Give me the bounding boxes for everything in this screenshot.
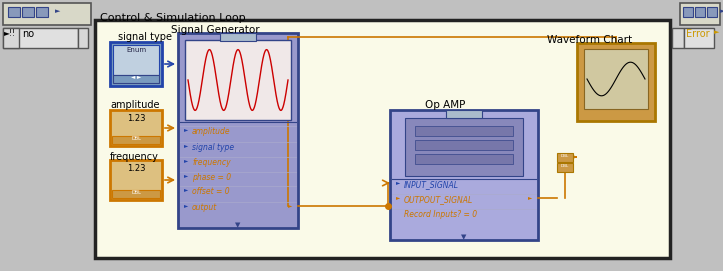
Text: ►: ► — [184, 203, 188, 208]
Text: Record Inputs? = 0: Record Inputs? = 0 — [404, 210, 477, 219]
Bar — [584, 49, 648, 109]
Text: amplitude: amplitude — [110, 100, 160, 110]
Text: Waveform Chart: Waveform Chart — [547, 35, 633, 45]
Text: ►: ► — [528, 195, 532, 200]
Bar — [557, 163, 573, 172]
Bar — [95, 20, 670, 258]
Bar — [405, 118, 523, 176]
Text: Op AMP: Op AMP — [425, 100, 465, 110]
Text: ►: ► — [288, 203, 292, 208]
Bar — [3, 28, 19, 48]
Text: 1.23: 1.23 — [127, 114, 145, 123]
Text: phase = 0: phase = 0 — [192, 173, 231, 182]
Bar — [113, 75, 159, 83]
Text: ►: ► — [184, 158, 188, 163]
Bar — [672, 28, 684, 48]
Text: DBL: DBL — [131, 136, 141, 141]
Bar — [415, 154, 513, 164]
Bar — [695, 7, 705, 17]
Bar — [3, 28, 78, 48]
Text: ▼: ▼ — [461, 234, 466, 240]
Text: ►: ► — [184, 173, 188, 178]
Text: frequency: frequency — [110, 152, 159, 162]
Bar — [178, 33, 298, 228]
Bar — [110, 160, 162, 200]
Text: ◄ ►: ◄ ► — [131, 75, 141, 80]
Text: 1.23: 1.23 — [127, 164, 145, 173]
Bar — [110, 110, 162, 146]
Text: ▼: ▼ — [235, 222, 241, 228]
Text: ►: ► — [184, 187, 188, 192]
Text: DBL: DBL — [131, 190, 141, 195]
Text: ►: ► — [184, 127, 188, 132]
Bar — [220, 33, 256, 41]
Text: Control & Simulation Loop: Control & Simulation Loop — [100, 13, 246, 23]
Text: ►: ► — [55, 8, 61, 14]
Bar — [390, 110, 538, 240]
Bar — [707, 7, 717, 17]
Text: output: output — [192, 203, 217, 212]
Bar — [112, 190, 160, 198]
Bar — [3, 3, 91, 25]
Bar — [446, 110, 482, 118]
Text: ►: ► — [396, 195, 401, 200]
Text: ►: ► — [184, 143, 188, 148]
Bar — [557, 153, 573, 162]
Text: ►: ► — [720, 8, 723, 14]
Text: offset = 0: offset = 0 — [192, 187, 230, 196]
Text: frequency: frequency — [192, 158, 231, 167]
Bar — [680, 3, 720, 25]
Text: DBL: DBL — [561, 164, 569, 168]
Text: OUTPOUT_SIGNAL: OUTPOUT_SIGNAL — [404, 195, 474, 204]
Bar — [78, 28, 88, 48]
Text: no: no — [22, 29, 34, 39]
Bar — [36, 7, 48, 17]
Bar — [185, 40, 291, 120]
Text: signal type: signal type — [118, 32, 172, 42]
Text: ►: ► — [396, 180, 401, 185]
Bar — [22, 7, 34, 17]
Bar — [112, 136, 160, 144]
Bar — [577, 43, 655, 121]
Bar — [684, 28, 714, 48]
Text: Signal Generator: Signal Generator — [171, 25, 260, 35]
Bar — [683, 7, 693, 17]
Text: ►: ► — [714, 29, 719, 35]
Bar — [110, 42, 162, 86]
Text: amplitude: amplitude — [192, 127, 231, 136]
Text: Enum: Enum — [126, 47, 146, 53]
Text: INPUT_SIGNAL: INPUT_SIGNAL — [404, 180, 459, 189]
Bar — [415, 140, 513, 150]
Bar — [415, 126, 513, 136]
Bar — [113, 45, 159, 75]
Text: Error: Error — [686, 29, 710, 39]
Bar — [8, 7, 20, 17]
Text: DBL: DBL — [561, 154, 569, 158]
Text: ►!!: ►!! — [4, 29, 16, 38]
Text: signal type: signal type — [192, 143, 234, 152]
